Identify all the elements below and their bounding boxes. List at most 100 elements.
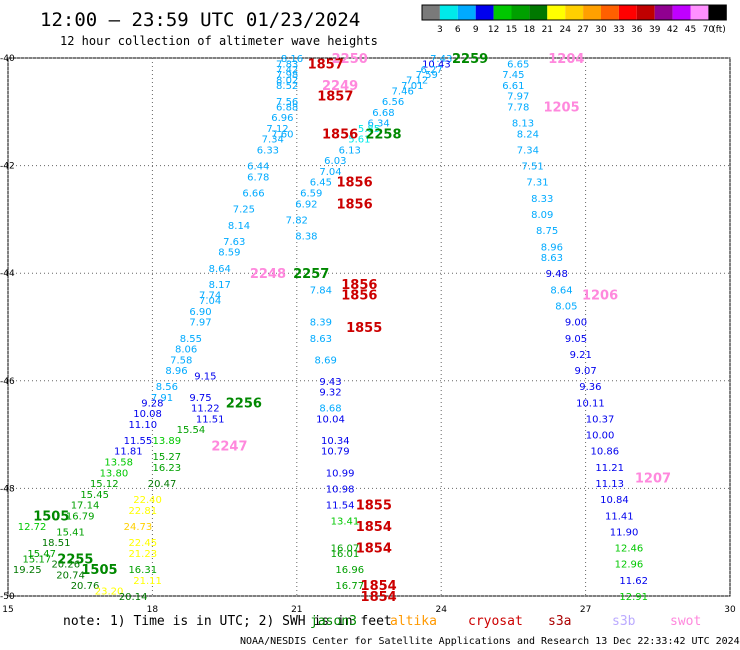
pass-time-label: 1505 (81, 563, 117, 578)
wave-height-point: 11.90 (610, 527, 639, 538)
wave-height-point: 10.11 (576, 398, 605, 409)
wave-height-point: 10.43 (422, 59, 451, 70)
wave-height-point: 15.41 (56, 527, 85, 538)
pass-time-label: 1856 (341, 289, 377, 304)
wave-height-point: 5.61 (348, 135, 370, 146)
wave-height-point: 7.42 (276, 65, 298, 76)
credit-line: NOAA/NESDIS Center for Satellite Applica… (240, 636, 740, 647)
color-scale-bar: 3 6 9 12 15 18 21 24 27 30 33 36 39 42 45 70(ft) (421, 4, 727, 35)
pass-labels: 2258 2259 1204 1205 1206 1207 2250 2249 2248 2247… (33, 52, 671, 605)
wave-height-point: 6.78 (247, 172, 269, 183)
wave-height-point: 22.45 (128, 538, 157, 549)
pass-time-label: 1505 (33, 509, 69, 524)
wave-height-point: 10.37 (586, 414, 615, 425)
wave-height-point: 7.91 (151, 393, 173, 404)
wave-height-point: 8.39 (310, 318, 332, 329)
color-scale-label: 24 (559, 25, 571, 35)
pass-time-label: 2248 (250, 267, 286, 282)
wave-height-point: 16.96 (335, 565, 364, 576)
pass-time-label: 1856 (336, 176, 372, 191)
wave-height-point: 9.15 (194, 371, 216, 382)
color-swatch (636, 5, 655, 20)
y-tick-label: -46 (0, 377, 15, 387)
wave-height-point: 7.84 (310, 285, 332, 296)
color-scale-label: 12 (488, 25, 499, 35)
wave-height-point: 6.88 (276, 102, 298, 113)
wave-height-point: 15.17 (23, 554, 52, 565)
wave-height-point: 11.13 (595, 479, 624, 490)
x-tick-label: 15 (2, 605, 13, 615)
wave-height-point: 7.60 (271, 129, 293, 140)
wave-height-point: 11.62 (619, 576, 648, 587)
wave-height-point: 7.97 (189, 318, 211, 329)
pass-time-label: 2256 (226, 396, 262, 411)
wave-height-point: 9.00 (565, 318, 587, 329)
color-swatch (475, 5, 494, 20)
pass-time-label: 1856 (322, 127, 358, 142)
wave-height-point: 6.90 (189, 307, 211, 318)
color-swatch (422, 5, 440, 20)
y-tick-label: -42 (0, 162, 15, 172)
wave-height-point: 11.10 (128, 420, 157, 431)
satellite-legend-s3a: s3a (548, 614, 571, 629)
wave-height-point: 8.96 (541, 242, 563, 253)
pass-time-label: 1856 (341, 278, 377, 293)
color-swatch (439, 5, 458, 20)
wave-height-point: 6.44 (247, 162, 269, 173)
wave-height-point: 16.77 (335, 581, 364, 592)
pass-time-label: 1854 (356, 520, 392, 535)
wave-height-point: 8.63 (310, 334, 332, 345)
wave-height-point: 18.51 (42, 538, 71, 549)
wave-height-point: 7.63 (223, 237, 245, 248)
wave-height-point: 10.98 (326, 484, 355, 495)
y-tick-label: -40 (0, 54, 15, 64)
wave-height-point: 13.89 (153, 436, 182, 447)
wave-height-point: 19.25 (13, 565, 42, 576)
pass-time-label: 2247 (211, 439, 247, 454)
plot-frame (7, 57, 731, 597)
pass-time-label: 1204 (548, 52, 584, 67)
wave-height-point: 10.08 (133, 409, 162, 420)
wave-height-point: 8.09 (531, 210, 553, 221)
color-swatch (457, 5, 476, 20)
wave-height-point: 9.07 (574, 366, 596, 377)
wave-height-point: 11.21 (595, 463, 624, 474)
wave-height-point: 7.45 (502, 70, 524, 81)
wave-height-point: 7.74 (199, 291, 221, 302)
color-scale-label: 21 (542, 25, 553, 35)
wave-height-point: 9.75 (189, 393, 211, 404)
wave-height-point: 16.79 (66, 511, 95, 522)
color-scale-unit: (ft) (712, 25, 726, 35)
wave-height-point: 9.43 (319, 377, 341, 388)
wave-height-point: 13.41 (331, 517, 360, 528)
wave-height-point: 7.34 (262, 135, 284, 146)
wave-height-point: 10.99 (326, 468, 355, 479)
wave-height-point: 12.72 (18, 522, 47, 533)
color-swatch (547, 5, 566, 20)
wave-height-point: 7.83 (276, 59, 298, 70)
color-scale-label: 18 (524, 25, 536, 35)
wave-height-point: 6.96 (271, 113, 293, 124)
wave-height-point: 7.31 (526, 178, 548, 189)
wave-height-point: 6.92 (295, 199, 317, 210)
pass-time-label: 2259 (452, 52, 488, 67)
wave-height-point: 8.05 (555, 301, 577, 312)
wave-height-point: 8.64 (550, 285, 572, 296)
wave-height-point: 11.22 (191, 404, 220, 415)
color-swatch (690, 5, 709, 20)
color-swatch (565, 5, 584, 20)
wave-height-point: 8.63 (541, 253, 563, 264)
wave-height-point: 6.61 (502, 81, 524, 92)
wave-height-point: 7.82 (286, 215, 308, 226)
x-tick-label: 27 (580, 605, 591, 615)
wave-height-point: 7.01 (401, 81, 423, 92)
color-scale-label: 30 (595, 25, 607, 35)
wave-height-point: 9.48 (546, 269, 568, 280)
wave-height-point: 10.34 (321, 436, 350, 447)
wave-height-point: 6.59 (300, 189, 322, 200)
y-tick-label: -44 (0, 269, 15, 279)
pass-time-label: 1205 (543, 100, 579, 115)
satellite-legend: jason3 altika cryosat s3a s3b swot (310, 614, 701, 629)
color-scale-label: 9 (473, 25, 479, 35)
wave-height-point: 8.68 (319, 404, 341, 415)
